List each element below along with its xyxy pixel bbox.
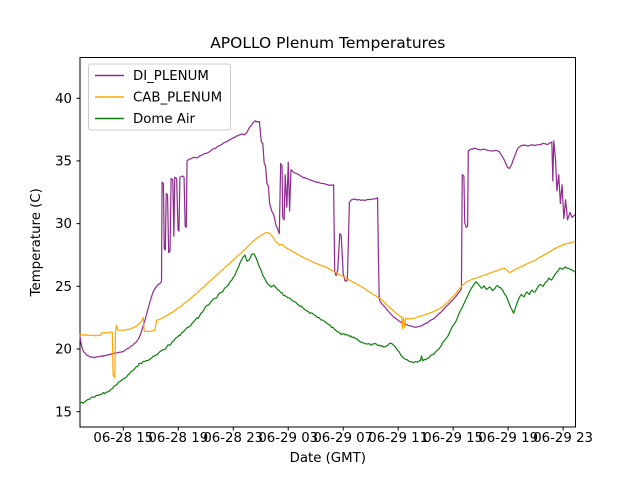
chart-title: APOLLO Plenum Temperatures	[210, 34, 445, 52]
y-tick-label: 30	[55, 217, 72, 232]
x-tick-label: 06-28 19	[148, 431, 208, 446]
x-tick-label: 06-28 23	[203, 431, 263, 446]
series-line-dome-air	[79, 253, 576, 405]
x-axis-label: Date (GMT)	[290, 451, 366, 466]
y-tick-label: 35	[55, 155, 72, 170]
legend-label-dome-air: Dome Air	[133, 112, 196, 127]
y-tick-label: 20	[55, 343, 72, 358]
y-axis-label: Temperature (C)	[29, 188, 44, 297]
y-tick-label: 40	[55, 92, 72, 107]
legend-box	[88, 63, 231, 131]
x-tick-label: 06-29 03	[258, 431, 318, 446]
x-tick-label: 06-29 07	[313, 431, 373, 446]
series-line-di-plenum	[79, 120, 576, 359]
legend-label-di-plenum: DI_PLENUM	[133, 69, 209, 84]
legend: DI_PLENUM CAB_PLENUM Dome Air	[88, 63, 231, 131]
x-tick-label: 06-29 19	[478, 431, 538, 446]
x-tick-label: 06-29 15	[423, 431, 483, 446]
series-line-cab-plenum	[79, 231, 576, 379]
y-tick-label: 25	[55, 280, 72, 295]
x-tick-label: 06-29 11	[368, 431, 428, 446]
x-tick-label: 06-28 15	[93, 431, 153, 446]
legend-label-cab-plenum: CAB_PLENUM	[133, 91, 222, 106]
y-tick-label: 15	[55, 405, 72, 420]
axes-frame	[79, 57, 576, 428]
x-tick-label: 06-29 23	[533, 431, 593, 446]
